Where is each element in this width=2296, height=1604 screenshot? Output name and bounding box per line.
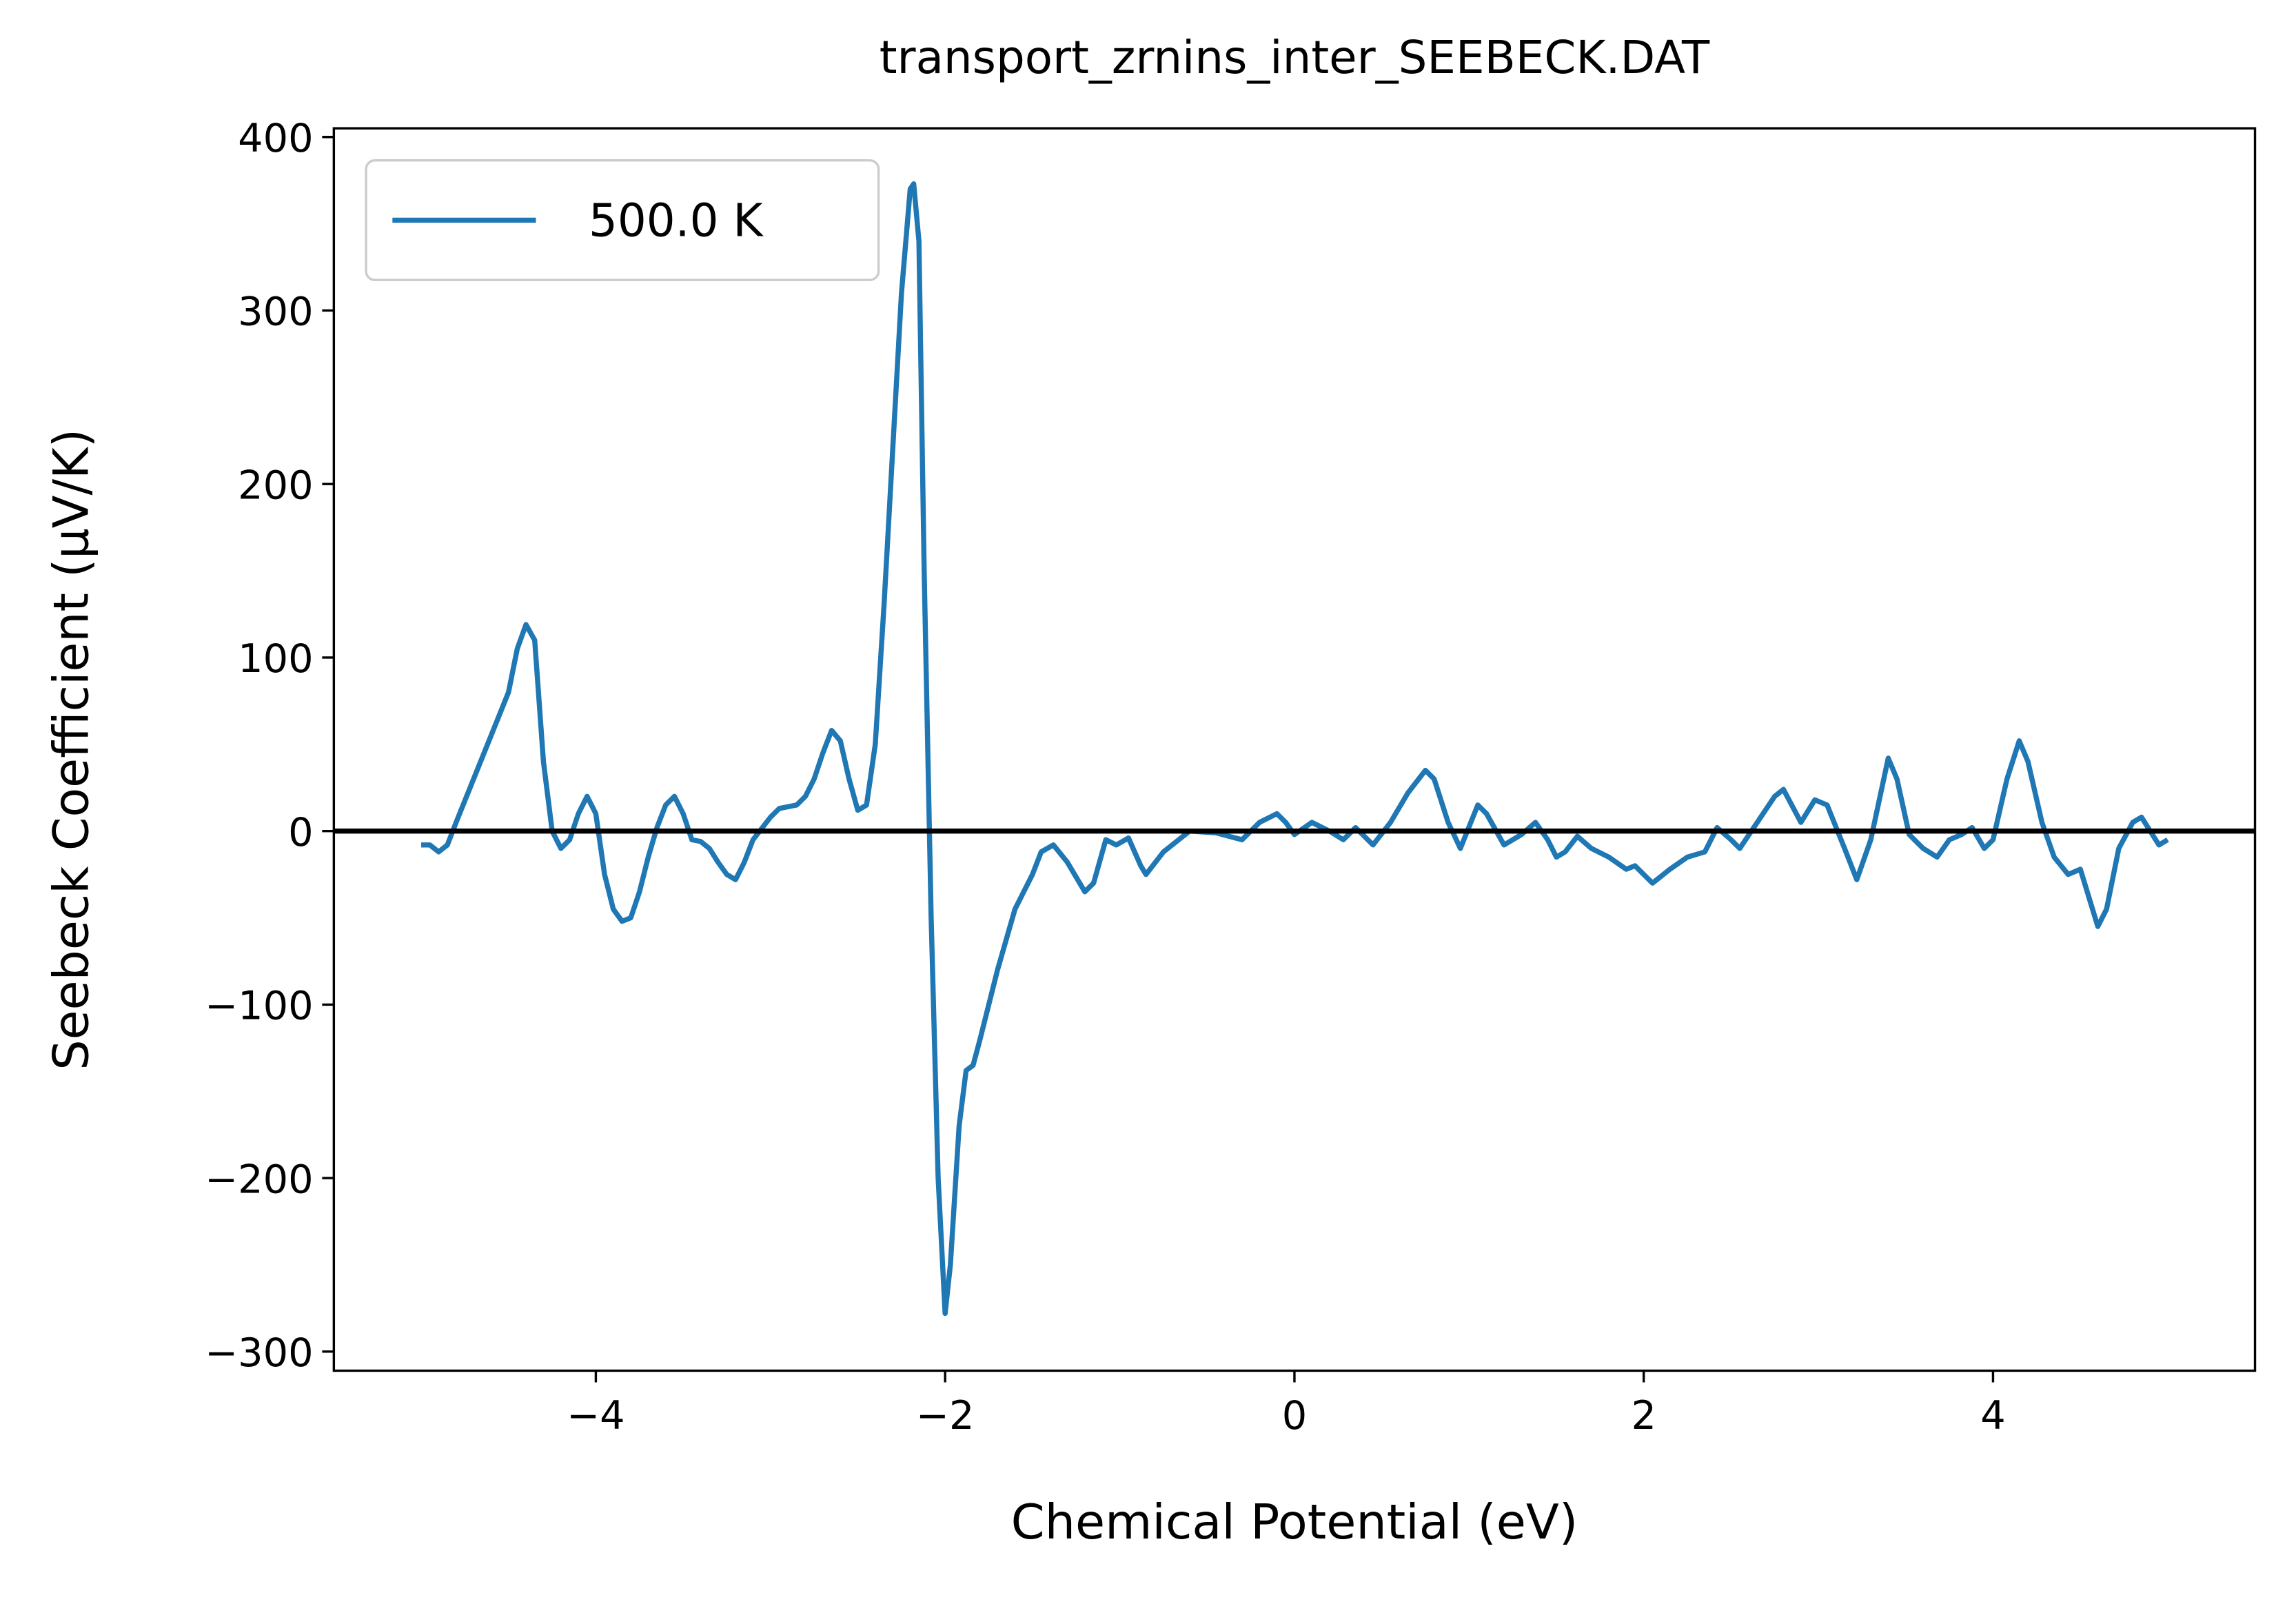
legend-label: 500.0 K [589,195,764,247]
legend-box [365,159,880,281]
y-tick-label: −300 [205,1330,313,1376]
x-tick-label: 0 [1282,1393,1307,1439]
y-tick-label: −200 [205,1157,313,1202]
chart-title: transport_zrnins_inter_SEEBECK.DAT [880,32,1710,84]
y-tick-label: 400 [238,116,313,161]
x-tick-label: 4 [1980,1393,2005,1439]
y-tick-label: −100 [205,984,313,1029]
x-tick-label: 2 [1631,1393,1656,1439]
y-tick-label: 0 [288,810,313,855]
x-axis-label: Chemical Potential (eV) [1011,1494,1578,1550]
y-tick-label: 100 [238,636,313,682]
y-tick-label: 300 [238,290,313,335]
plot-frame [332,127,2257,1372]
x-tick-label: −2 [916,1393,975,1439]
x-tick-label: −4 [567,1393,625,1439]
data-line [421,181,2169,1317]
y-axis-label: Seebeck Coefficient (μV/K) [43,429,99,1070]
y-tick-label: 200 [238,463,313,508]
